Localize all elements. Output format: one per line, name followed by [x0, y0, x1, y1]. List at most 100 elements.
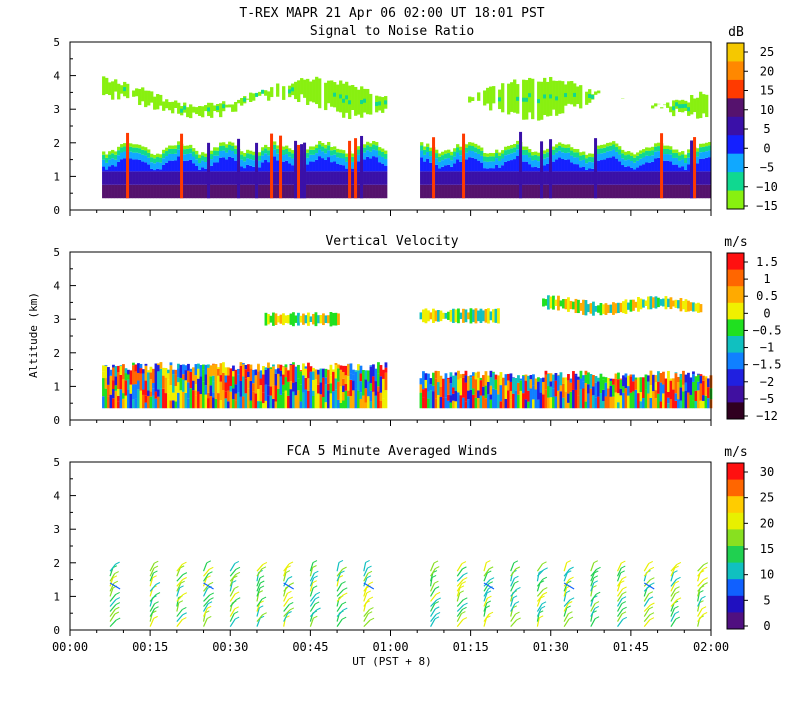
vv-cell: [257, 364, 260, 365]
wind-barb-flag: [260, 581, 264, 583]
snr-cell: [321, 185, 324, 198]
snr-cell: [123, 152, 126, 159]
snr-cell: [630, 156, 633, 161]
snr-cell: [513, 159, 516, 171]
snr-cell: [642, 185, 645, 198]
vv-cell: [562, 378, 565, 384]
vv-cell: [442, 397, 445, 408]
vv-cell: [280, 395, 283, 408]
snr-cell: [654, 185, 657, 198]
wind-barb-upper: [364, 583, 374, 589]
winds-panel-title: FCA 5 Minute Averaged Winds: [286, 444, 497, 459]
vv-cloud-cell: [490, 311, 493, 320]
vv-cell: [475, 398, 478, 408]
snr-cell: [597, 154, 600, 161]
colorbar-label: −2: [760, 375, 774, 389]
vv-cell: [502, 390, 505, 409]
wind-barb-flag: [208, 602, 212, 604]
snr-cell: [129, 185, 132, 198]
vv-cell: [625, 373, 628, 377]
snr-cell: [474, 185, 477, 198]
vv-cell: [647, 375, 650, 381]
vv-cell: [567, 394, 570, 403]
snr-cell: [333, 162, 336, 172]
vv-cell: [545, 389, 548, 408]
vv-cell: [137, 380, 140, 389]
snr-cell: [264, 153, 267, 160]
snr-cell: [234, 149, 237, 154]
snr-cell: [600, 153, 603, 160]
vv-cell: [267, 395, 270, 408]
vv-cell: [580, 371, 583, 379]
vv-cell: [622, 393, 625, 408]
snr-cell: [120, 144, 123, 147]
snr-cell: [357, 146, 360, 149]
vv-cell: [345, 384, 348, 391]
snr-cell: [183, 149, 186, 154]
snr-cell: [534, 185, 537, 198]
vv-cell: [200, 394, 203, 408]
snr-cell: [147, 158, 150, 165]
snr-cell: [444, 165, 447, 171]
snr-cell: [261, 151, 264, 156]
snr-cell: [522, 171, 525, 184]
vv-cell: [652, 375, 655, 391]
vv-cell: [212, 397, 215, 408]
vv-cell: [485, 398, 488, 408]
vv-cell: [112, 365, 115, 368]
snr-cell: [375, 145, 378, 150]
snr-cell: [684, 155, 687, 158]
vv-cell: [200, 365, 203, 377]
vv-cell: [235, 384, 238, 393]
vv-cell: [627, 396, 630, 409]
snr-cell: [618, 185, 621, 198]
wind-barb-flag: [622, 597, 626, 599]
snr-cell: [645, 171, 648, 184]
snr-cell: [186, 185, 189, 198]
vv-cell: [480, 396, 483, 409]
snr-cloud-cell: [324, 83, 327, 110]
snr-cloud-cell: [663, 105, 666, 106]
snr-cell: [426, 144, 429, 147]
snr-cell: [666, 149, 669, 154]
wind-barb-flag: [179, 601, 183, 603]
wind-barb-flag: [487, 596, 491, 598]
snr-cell: [555, 171, 558, 184]
snr-cell: [588, 185, 591, 198]
snr-cell: [627, 154, 630, 159]
vv-cell: [492, 389, 495, 408]
snr-cloud-cell: [105, 78, 108, 94]
vv-cell: [677, 399, 680, 408]
vv-cell: [457, 379, 460, 392]
vv-cell: [177, 368, 180, 377]
vv-cell: [227, 391, 230, 402]
snr-cell: [657, 158, 660, 172]
vv-cell: [675, 393, 678, 401]
snr-cell: [489, 161, 492, 168]
snr-cell: [459, 162, 462, 172]
vv-cell: [642, 398, 645, 408]
vv-cell: [480, 378, 483, 380]
snr-cell: [276, 145, 279, 148]
snr-cell: [276, 185, 279, 198]
vv-cell: [465, 383, 468, 402]
wind-barb-flag: [316, 592, 320, 594]
vv-cell: [295, 367, 298, 382]
vv-cell: [207, 364, 210, 367]
vv-cell: [352, 390, 355, 408]
vv-cell: [190, 388, 193, 408]
snr-cell: [204, 154, 207, 157]
snr-cell: [456, 159, 459, 171]
vv-cloud-cell: [487, 308, 490, 323]
vv-cell: [210, 376, 213, 385]
colorbar-swatch: [727, 529, 744, 546]
snr-plume: [270, 134, 273, 199]
vv-cell: [597, 397, 600, 409]
vv-cell: [302, 375, 305, 392]
snr-cell: [498, 185, 501, 198]
snr-cell: [483, 185, 486, 198]
snr-cloud-core: [288, 89, 291, 93]
vv-cell: [160, 389, 163, 409]
snr-cell: [513, 152, 516, 159]
snr-cell: [573, 157, 576, 164]
